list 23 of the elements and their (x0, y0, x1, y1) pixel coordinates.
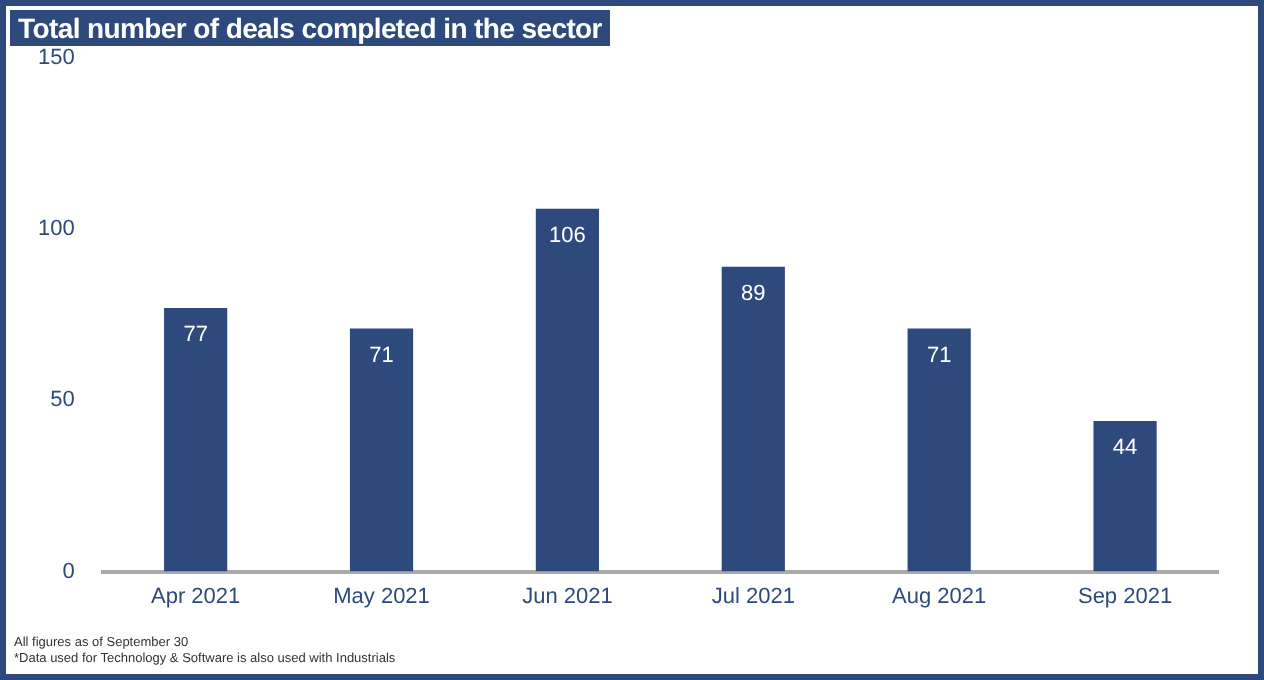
chart-title: Total number of deals completed in the sector (10, 10, 610, 46)
bar (535, 208, 600, 572)
data-label: 89 (741, 281, 766, 306)
bar (1093, 420, 1157, 572)
data-label: 106 (549, 223, 586, 248)
data-label: 71 (926, 343, 952, 368)
data-label: 44 (1112, 436, 1138, 461)
y-tick-label: 0 (62, 559, 75, 584)
x-tick-label: Sep 2021 (1077, 584, 1173, 609)
x-tick-label: Aug 2021 (892, 584, 987, 609)
x-tick-label: May 2021 (333, 584, 430, 609)
data-label: 71 (369, 343, 394, 368)
x-tick-label: Apr 2021 (150, 584, 241, 609)
bar (349, 328, 414, 572)
y-tick-label: 100 (37, 217, 75, 242)
data-label: 77 (183, 323, 208, 348)
y-tick-label: 150 (37, 46, 75, 71)
bar (721, 266, 785, 572)
x-tick-label: Jul 2021 (711, 584, 795, 609)
x-tick-label: Jun 2021 (522, 584, 613, 609)
bar (164, 307, 228, 572)
bar (907, 328, 971, 572)
y-tick-label: 50 (50, 388, 75, 413)
